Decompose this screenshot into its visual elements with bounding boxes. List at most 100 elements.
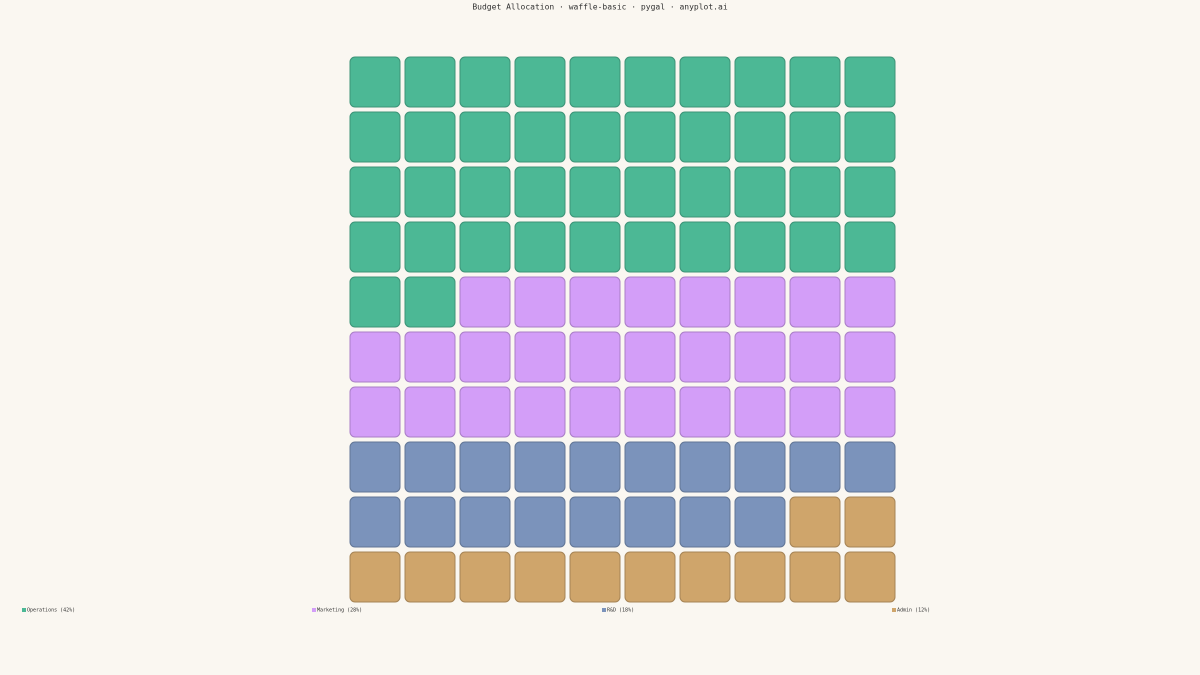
waffle-cell <box>459 221 511 273</box>
waffle-cell <box>404 276 456 328</box>
waffle-cell <box>844 496 896 548</box>
waffle-cell <box>569 551 621 603</box>
waffle-cell <box>514 386 566 438</box>
waffle-cell <box>679 551 731 603</box>
waffle-cell <box>734 56 786 108</box>
waffle-cell <box>569 111 621 163</box>
waffle-cell <box>349 386 401 438</box>
waffle-cell <box>514 111 566 163</box>
waffle-cell <box>734 166 786 218</box>
waffle-cell <box>789 331 841 383</box>
waffle-cell <box>569 276 621 328</box>
waffle-cell <box>349 331 401 383</box>
waffle-cell <box>789 221 841 273</box>
waffle-cell <box>569 441 621 493</box>
waffle-cell <box>789 551 841 603</box>
waffle-cell <box>844 111 896 163</box>
waffle-cell <box>734 221 786 273</box>
waffle-cell <box>844 331 896 383</box>
waffle-cell <box>734 111 786 163</box>
waffle-cell <box>404 221 456 273</box>
waffle-cell <box>844 386 896 438</box>
waffle-cell <box>734 551 786 603</box>
waffle-cell <box>844 276 896 328</box>
waffle-cell <box>404 441 456 493</box>
waffle-cell <box>459 166 511 218</box>
waffle-cell <box>624 56 676 108</box>
legend-label: Operations (42%) <box>27 608 75 614</box>
waffle-cell <box>624 331 676 383</box>
waffle-cell <box>624 221 676 273</box>
waffle-cell <box>349 166 401 218</box>
waffle-cell <box>679 496 731 548</box>
waffle-cell <box>679 221 731 273</box>
waffle-cell <box>624 166 676 218</box>
waffle-cell <box>624 441 676 493</box>
waffle-cell <box>404 386 456 438</box>
waffle-cell <box>789 166 841 218</box>
waffle-cell <box>349 551 401 603</box>
waffle-cell <box>844 551 896 603</box>
waffle-cell <box>679 166 731 218</box>
waffle-cell <box>789 441 841 493</box>
waffle-cell <box>404 551 456 603</box>
waffle-cell <box>514 551 566 603</box>
waffle-cell <box>404 56 456 108</box>
waffle-cell <box>734 441 786 493</box>
waffle-cell <box>459 386 511 438</box>
chart-title: Budget Allocation · waffle-basic · pygal… <box>472 3 727 12</box>
waffle-cell <box>734 331 786 383</box>
waffle-cell <box>404 166 456 218</box>
waffle-cell <box>569 331 621 383</box>
waffle-cell <box>459 496 511 548</box>
waffle-cell <box>734 386 786 438</box>
legend-swatch <box>312 608 316 612</box>
waffle-cell <box>789 496 841 548</box>
waffle-cell <box>624 496 676 548</box>
waffle-cell <box>844 221 896 273</box>
waffle-cell <box>514 56 566 108</box>
waffle-cell <box>679 386 731 438</box>
waffle-cell <box>624 386 676 438</box>
waffle-cell <box>789 56 841 108</box>
waffle-cell <box>789 111 841 163</box>
waffle-cell <box>404 331 456 383</box>
waffle-cell <box>789 276 841 328</box>
waffle-cell <box>624 551 676 603</box>
legend-swatch <box>22 608 26 612</box>
waffle-cell <box>679 441 731 493</box>
legend-label: R&D (18%) <box>607 608 634 614</box>
legend-swatch <box>892 608 896 612</box>
waffle-cell <box>459 331 511 383</box>
waffle-cell <box>459 441 511 493</box>
waffle-cell <box>569 496 621 548</box>
waffle-cell <box>349 276 401 328</box>
waffle-cell <box>569 221 621 273</box>
waffle-cell <box>349 441 401 493</box>
waffle-cell <box>514 221 566 273</box>
waffle-cell <box>459 56 511 108</box>
waffle-cell <box>514 496 566 548</box>
waffle-cell <box>734 276 786 328</box>
waffle-cell <box>789 386 841 438</box>
waffle-cell <box>679 111 731 163</box>
waffle-cell <box>569 386 621 438</box>
waffle-cell <box>679 276 731 328</box>
waffle-cell <box>734 496 786 548</box>
waffle-cell <box>349 221 401 273</box>
waffle-cell <box>679 331 731 383</box>
waffle-cell <box>404 496 456 548</box>
waffle-cell <box>844 441 896 493</box>
waffle-cell <box>844 56 896 108</box>
waffle-cell <box>459 276 511 328</box>
waffle-cell <box>569 56 621 108</box>
waffle-cell <box>514 331 566 383</box>
waffle-cell <box>349 496 401 548</box>
waffle-cell <box>844 166 896 218</box>
waffle-cell <box>569 166 621 218</box>
waffle-cell <box>404 111 456 163</box>
waffle-cell <box>514 166 566 218</box>
waffle-cell <box>459 551 511 603</box>
